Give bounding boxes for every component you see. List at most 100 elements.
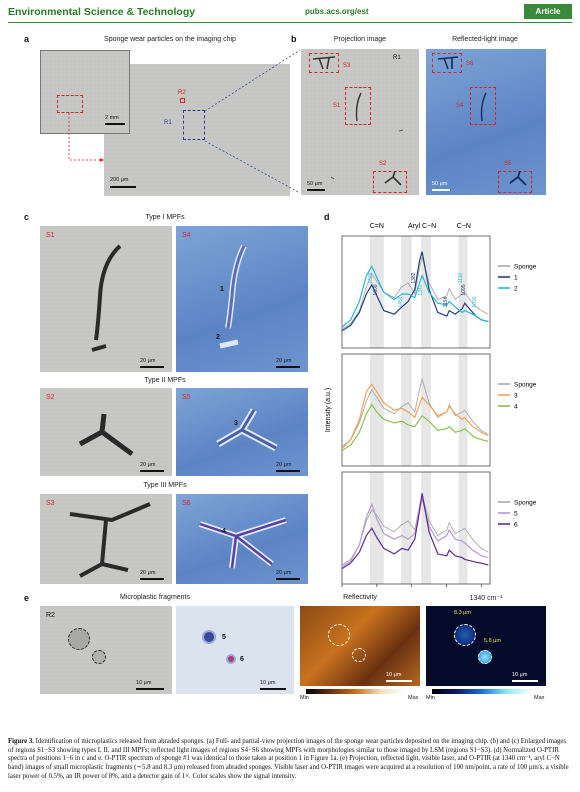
fragment-5-ring (328, 624, 350, 646)
scale-label: 10 μm (260, 680, 276, 686)
panel-b-label: b (291, 34, 297, 44)
s4-label: S4 (182, 232, 191, 239)
shaded-band (401, 472, 412, 584)
s5-particle (216, 408, 278, 452)
header-rule (8, 22, 572, 23)
scale-label: 20 μm (140, 570, 156, 576)
plot-frame (341, 353, 491, 467)
scale-label: 200 μm (110, 177, 129, 183)
scale-line (512, 680, 538, 682)
plot-frame (341, 471, 491, 585)
region-s4-label: S4 (456, 103, 464, 109)
panel-a-title: Sponge wear particles on the imaging chi… (104, 36, 236, 43)
reflected-particles (437, 56, 527, 186)
inset-scale-line (105, 123, 125, 125)
shaded-band (401, 354, 412, 466)
fragment-6-ring (352, 648, 366, 662)
peak-label: 1030 (472, 296, 478, 307)
spectra-chart: C=N Aryl C−N C−N16291600145613821340119811… (325, 223, 537, 587)
spectrum-line-6 (341, 493, 489, 570)
scale-line (276, 366, 300, 368)
scale-label: 20 μm (276, 462, 292, 468)
peak-label: 1456 (398, 296, 404, 307)
projection-particles (312, 56, 404, 186)
scale-line (432, 189, 450, 191)
caption-lead: Figure 3. (8, 738, 34, 745)
region-r2-box (180, 98, 185, 103)
image-s5: S5 3 20 μm (176, 388, 308, 476)
shaded-band (401, 236, 412, 348)
region-r1-label: R1 (164, 120, 172, 126)
panel-e-title-left: Microplastic fragments (119, 594, 191, 601)
region-s2-label: S2 (379, 161, 387, 167)
arrow-head (100, 158, 104, 162)
region-s3-label: S3 (343, 63, 351, 69)
s3-particle (69, 502, 151, 578)
peak-label: 1629 (368, 272, 374, 283)
image-s4: S4 1 2 20 μm (176, 226, 308, 372)
shaded-band (369, 354, 384, 466)
legend-label: 4 (514, 404, 518, 411)
panel-e-title-mid: Reflectivity (343, 594, 377, 601)
scale-label: 50 μm (432, 181, 448, 187)
ir-min: Min (426, 695, 435, 701)
s4-particle (219, 244, 247, 349)
shaded-band (458, 354, 468, 466)
diameter-5-8-label: 5.8 μm (484, 638, 501, 644)
shaded-band (458, 472, 468, 584)
page-header: Environmental Science & Technology pubs.… (0, 0, 580, 24)
reflectivity-min: Min (300, 695, 309, 701)
inset-to-main-arrow (68, 113, 104, 161)
position-5-label: 5 (222, 634, 226, 641)
caption-text: Identification of microplastics released… (8, 738, 569, 780)
s3-label: S3 (46, 500, 55, 507)
s5-label: S5 (182, 394, 191, 401)
spectrum-line-1 (341, 251, 489, 332)
peak-label: 1095 (461, 284, 467, 295)
scale-label: 10 μm (136, 680, 152, 686)
scale-line (260, 688, 286, 690)
panel-e-title-right: 1340 cm⁻¹ (469, 595, 503, 602)
scale-label: 20 μm (276, 570, 292, 576)
ir-max: Max (534, 695, 545, 701)
panel-d-label: d (324, 212, 330, 222)
projection-image: R1 S3 S1 S2 50 μm (301, 49, 419, 195)
plot-frame (341, 235, 491, 349)
legend-label: 6 (514, 522, 518, 529)
panel-c-label: c (24, 212, 30, 222)
scale-line (140, 470, 164, 472)
region-s2-box (373, 171, 407, 193)
reflectivity-max: Max (408, 695, 419, 701)
scale-label: 20 μm (276, 358, 292, 364)
journal-url[interactable]: pubs.acs.org/est (305, 7, 369, 16)
reflected-light-image: S6 S4 S5 50 μm (426, 49, 546, 195)
ir-color-scale (432, 689, 532, 694)
shaded-band (458, 236, 468, 348)
shaded-band (421, 472, 431, 584)
fragment-6-ir (478, 650, 492, 664)
image-r2-projection: R2 10 μm (40, 606, 172, 694)
panel-a-main-image: 200 μm R1 R2 (104, 64, 290, 196)
peak-label: 1382 (411, 272, 417, 283)
r2-label: R2 (46, 612, 55, 619)
r1-label: R1 (393, 55, 401, 61)
image-s3: S3 20 μm (40, 494, 172, 584)
image-reflectivity: 10 μm (300, 606, 420, 686)
scale-line (307, 189, 325, 191)
shaded-band (421, 354, 431, 466)
position-1-label: 1 (220, 286, 224, 293)
scale-line (140, 578, 164, 580)
inset-scale-label: 2 mm (105, 115, 119, 121)
region-s1-label: S1 (333, 103, 341, 109)
region-s1-box (345, 87, 371, 125)
s1-particle (91, 244, 122, 352)
legend-label: 2 (514, 286, 518, 293)
spectrum-line-Sponge (341, 377, 489, 448)
shaded-band (421, 236, 431, 348)
legend-label: Sponge (514, 382, 537, 389)
fragment-5 (202, 630, 216, 644)
panel-b-title-right: Reflected-light image (452, 36, 518, 43)
region-r1-box (183, 110, 205, 140)
type3-title: Type III MPFs (143, 482, 187, 489)
fragment-5-outline (68, 628, 90, 650)
